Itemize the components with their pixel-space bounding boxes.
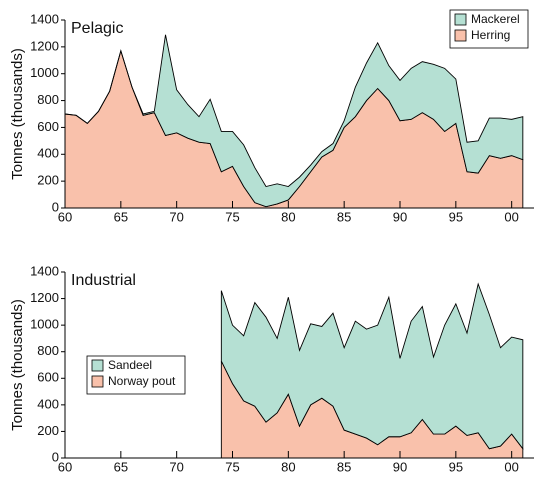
y-tick-label: 1000 (30, 317, 59, 332)
x-tick-label: 70 (169, 459, 183, 474)
legend-label: Norway pout (108, 374, 176, 388)
y-tick-label: 200 (37, 423, 59, 438)
y-tick-label: 0 (52, 449, 59, 464)
x-tick-label: 90 (393, 209, 407, 224)
legend-label: Sandeel (108, 358, 152, 372)
area (220, 282, 524, 451)
legend-label: Mackerel (471, 12, 520, 26)
legend-swatch (91, 359, 104, 372)
x-tick-label: 00 (504, 459, 518, 474)
y-axis-label: Tonnes (thousands) (9, 48, 26, 180)
y-tick-label: 400 (37, 396, 59, 411)
panel-title: Pelagic (71, 20, 123, 37)
legend-swatch (91, 375, 104, 388)
y-tick-label: 800 (37, 92, 59, 107)
x-tick-label: 75 (225, 209, 239, 224)
y-tick-label: 800 (37, 343, 59, 358)
y-tick-label: 1200 (30, 38, 59, 53)
y-tick-label: 400 (37, 146, 59, 161)
x-tick-label: 95 (449, 209, 463, 224)
x-tick-label: 95 (449, 459, 463, 474)
x-tick-label: 90 (393, 459, 407, 474)
y-tick-label: 600 (37, 119, 59, 134)
x-tick-label: 65 (114, 209, 128, 224)
y-tick-label: 1200 (30, 290, 59, 305)
x-tick-label: 85 (337, 209, 351, 224)
x-tick-label: 65 (114, 459, 128, 474)
legend-swatch (454, 29, 467, 42)
x-tick-label: 60 (58, 209, 72, 224)
panel-title: Industrial (71, 272, 136, 289)
x-tick-label: 70 (169, 209, 183, 224)
x-tick-label: 75 (225, 459, 239, 474)
y-tick-label: 200 (37, 173, 59, 188)
y-tick-label: 1400 (30, 263, 59, 278)
x-tick-label: 80 (281, 459, 295, 474)
x-tick-label: 80 (281, 209, 295, 224)
legend-box (449, 9, 529, 49)
y-tick-label: 600 (37, 370, 59, 385)
y-tick-label: 1400 (30, 11, 59, 26)
legend-swatch (454, 13, 467, 26)
x-tick-label: 60 (58, 459, 72, 474)
area (64, 34, 524, 208)
x-tick-label: 85 (337, 459, 351, 474)
y-tick-label: 0 (52, 199, 59, 214)
x-tick-label: 00 (504, 209, 518, 224)
y-tick-label: 1000 (30, 65, 59, 80)
legend-label: Herring (471, 28, 510, 42)
y-axis-label: Tonnes (thousands) (9, 299, 26, 431)
